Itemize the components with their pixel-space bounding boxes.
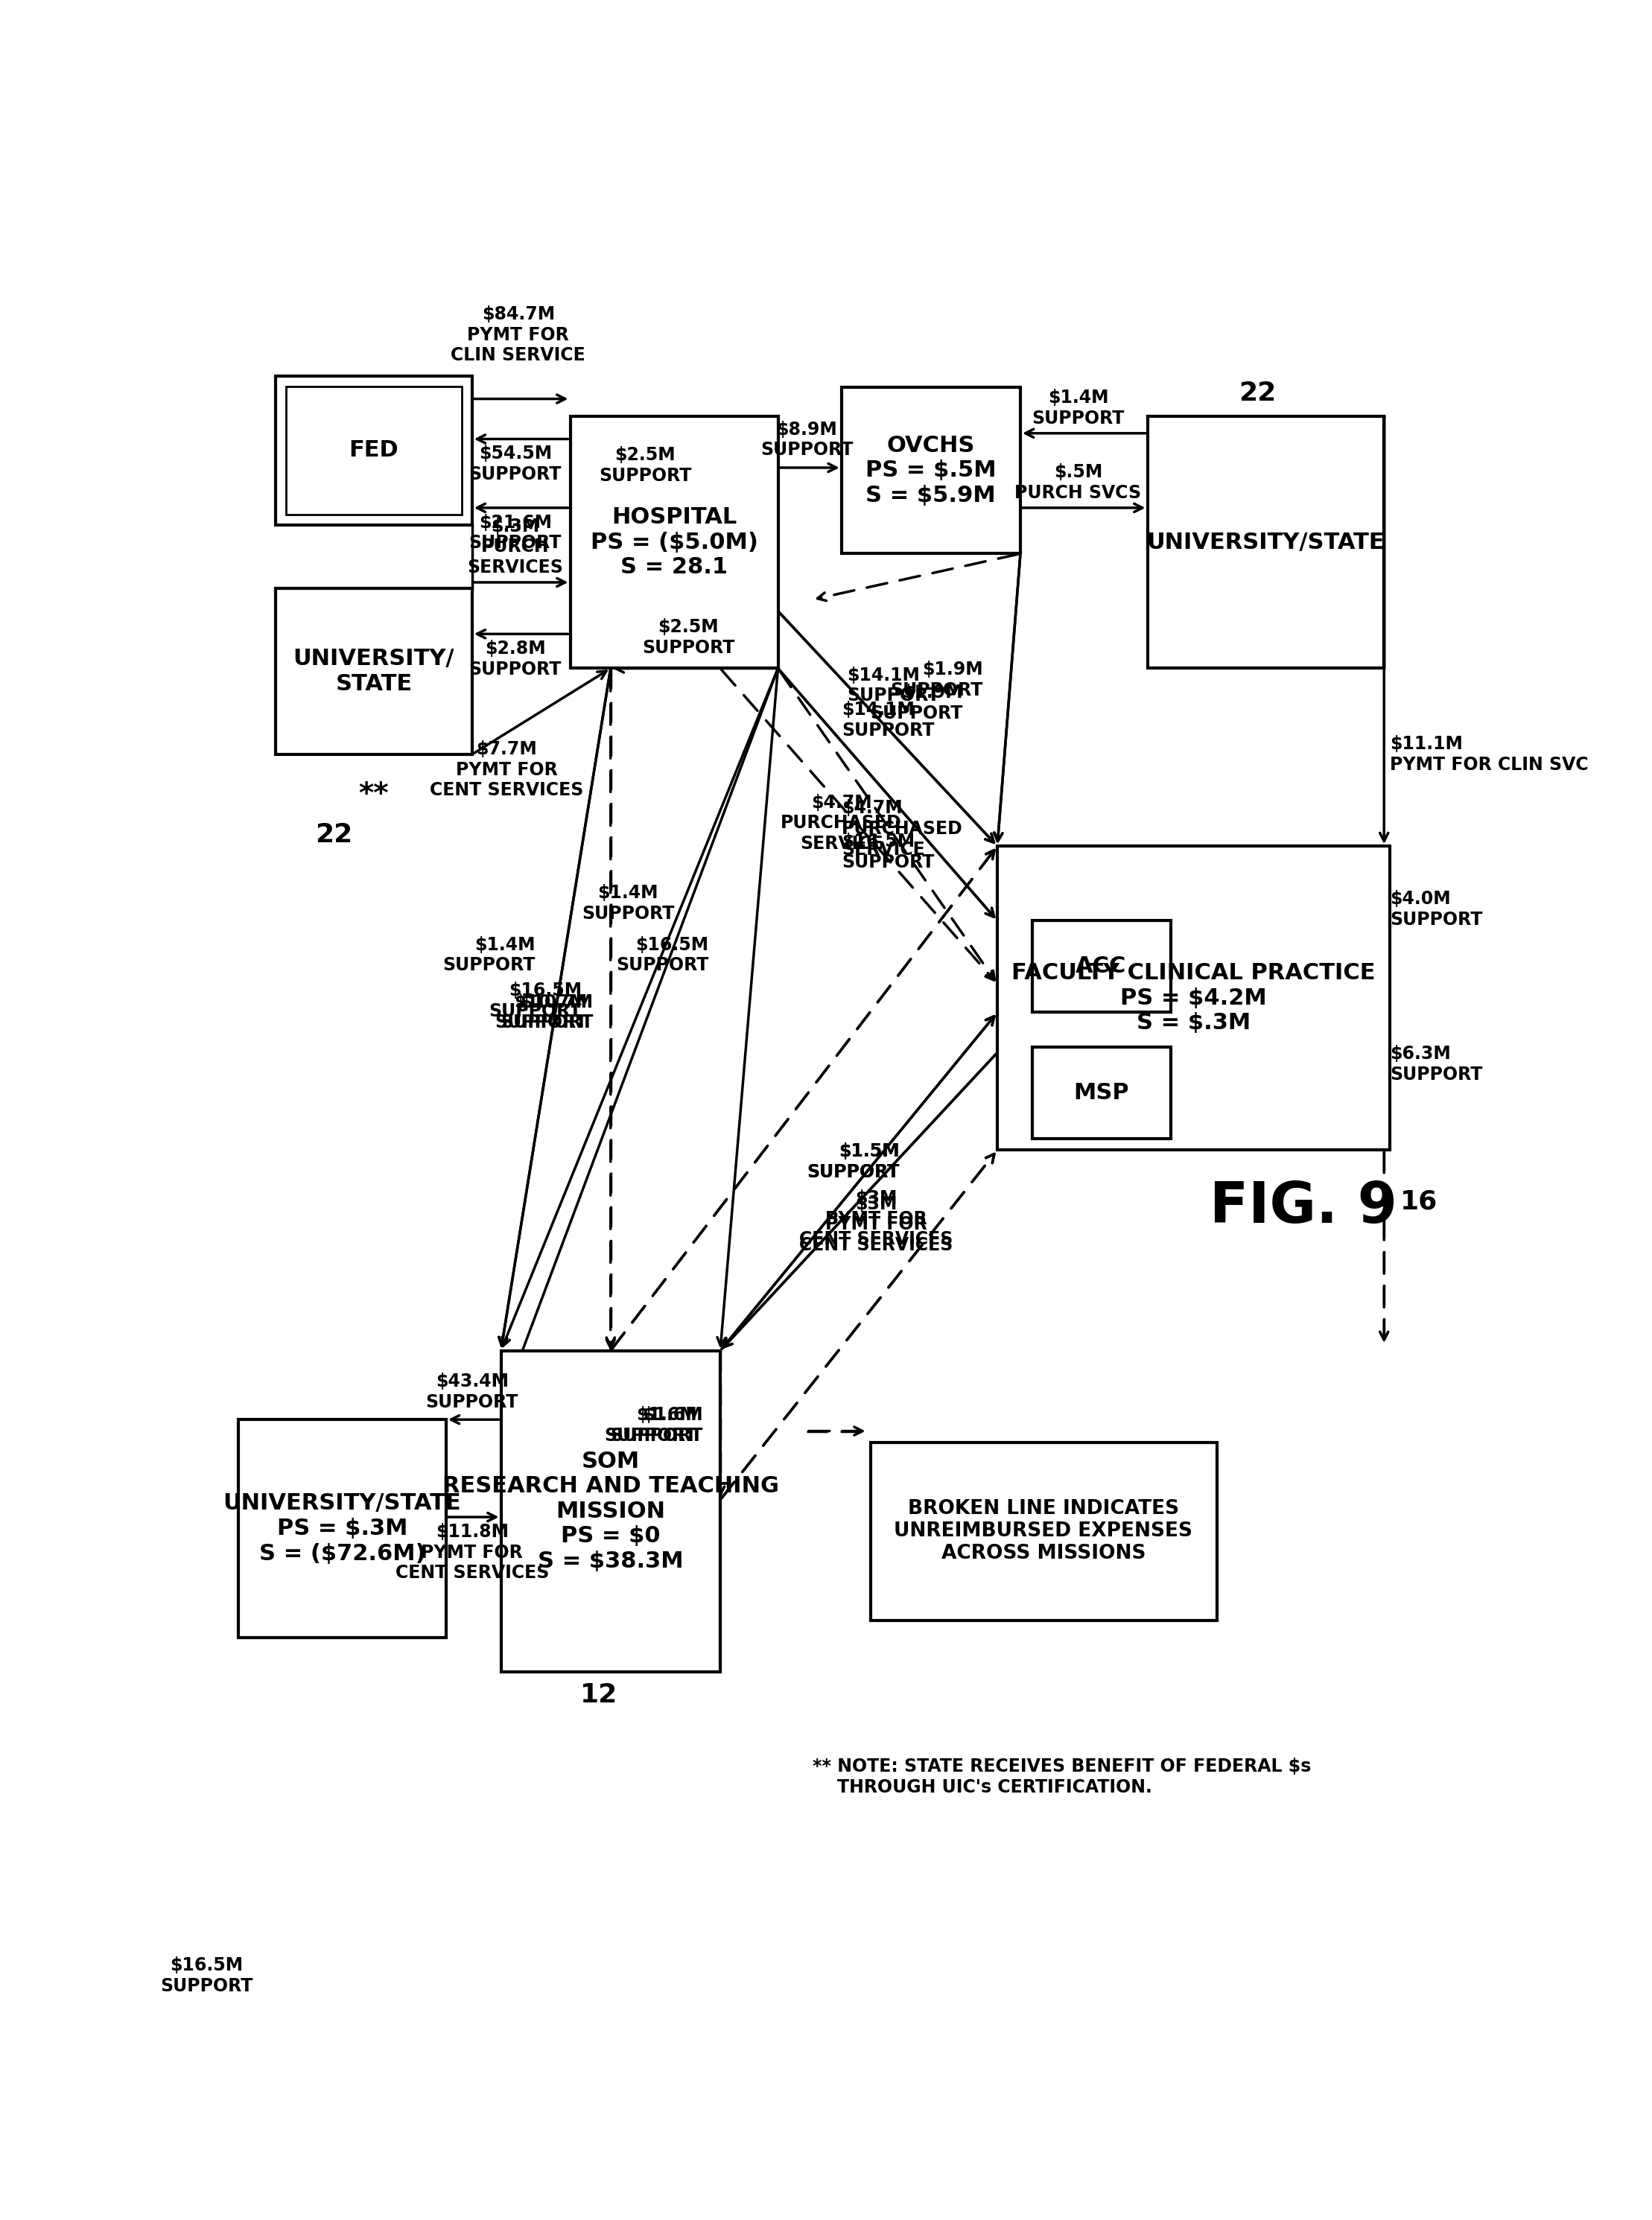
Bar: [501, 1350, 720, 1672]
Text: $14.1M
SUPPORT: $14.1M SUPPORT: [841, 702, 933, 739]
Text: $1.5M
SUPPORT: $1.5M SUPPORT: [806, 1143, 899, 1181]
Text: $16.5M
SUPPORT: $16.5M SUPPORT: [616, 937, 709, 975]
Text: $1.4M
SUPPORT: $1.4M SUPPORT: [443, 937, 535, 975]
Text: UNIVERSITY/
STATE: UNIVERSITY/ STATE: [294, 648, 454, 695]
Text: $43.4M
SUPPORT: $43.4M SUPPORT: [426, 1372, 519, 1412]
Text: $2.5M
SUPPORT: $2.5M SUPPORT: [643, 619, 735, 657]
Text: OVCHS
PS = $.5M
S = $5.9M: OVCHS PS = $.5M S = $5.9M: [866, 435, 996, 506]
Text: $16.5M
SUPPORT: $16.5M SUPPORT: [160, 1956, 253, 1996]
Text: $1.4M
SUPPORT: $1.4M SUPPORT: [582, 884, 674, 924]
Text: $16.5M
SUPPORT: $16.5M SUPPORT: [841, 832, 933, 870]
Text: $6.3M
SUPPORT: $6.3M SUPPORT: [1389, 1046, 1482, 1083]
Text: $84.7M
PYMT FOR
CLIN SERVICE: $84.7M PYMT FOR CLIN SERVICE: [451, 304, 585, 364]
Text: $4.7M
PURCHASED
SERVICE: $4.7M PURCHASED SERVICE: [841, 799, 963, 859]
Text: $11.1M
PYMT FOR CLIN SVC: $11.1M PYMT FOR CLIN SVC: [1389, 735, 1589, 775]
Bar: [238, 1419, 446, 1638]
Text: $21.6M
SUPPORT: $21.6M SUPPORT: [469, 513, 562, 553]
Text: $1.4M
SUPPORT: $1.4M SUPPORT: [1032, 388, 1125, 428]
Bar: [570, 415, 778, 668]
Text: 16: 16: [1399, 1190, 1437, 1214]
Bar: [841, 388, 1021, 553]
Text: $1.6M
SUPPORT: $1.6M SUPPORT: [610, 1405, 702, 1445]
Text: $8.9M
SUPPORT: $8.9M SUPPORT: [760, 420, 852, 460]
Text: $1.6M
SUPPORT: $1.6M SUPPORT: [605, 1405, 697, 1445]
Text: $1.9M
SUPPORT: $1.9M SUPPORT: [871, 684, 963, 722]
Text: $3M
PYMT FOR
CENT SERVICES: $3M PYMT FOR CENT SERVICES: [800, 1194, 953, 1254]
Bar: [1032, 921, 1171, 1012]
Text: $11.8M
PYMT FOR
CENT SERVICES: $11.8M PYMT FOR CENT SERVICES: [395, 1523, 548, 1583]
Text: FACULTY CLINICAL PRACTICE
PS = $4.2M
S = $.3M: FACULTY CLINICAL PRACTICE PS = $4.2M S =…: [1011, 961, 1376, 1035]
Text: UNIVERSITY/STATE: UNIVERSITY/STATE: [1146, 531, 1384, 553]
Bar: [1032, 1048, 1171, 1139]
Text: $4.0M
SUPPORT: $4.0M SUPPORT: [1389, 890, 1482, 928]
Bar: [1148, 415, 1384, 668]
Text: $4.7M
PURCHASED
SERVICE: $4.7M PURCHASED SERVICE: [781, 793, 902, 852]
Text: FIG. 9: FIG. 9: [1209, 1179, 1398, 1234]
Text: $16.5M
SUPPORT: $16.5M SUPPORT: [489, 981, 582, 1021]
Text: 12: 12: [580, 1683, 618, 1707]
Text: $3M
PYMT FOR
CENT SERVICES: $3M PYMT FOR CENT SERVICES: [800, 1190, 953, 1248]
Text: UNIVERSITY/STATE
PS = $.3M
S = ($72.6M): UNIVERSITY/STATE PS = $.3M S = ($72.6M): [223, 1492, 461, 1565]
Bar: [286, 386, 461, 515]
Text: $2.8M
SUPPORT: $2.8M SUPPORT: [469, 639, 562, 679]
Text: HOSPITAL
PS = ($5.0M)
S = 28.1: HOSPITAL PS = ($5.0M) S = 28.1: [590, 506, 758, 577]
Text: FED: FED: [349, 440, 398, 462]
Text: 22: 22: [316, 821, 352, 848]
Text: BROKEN LINE INDICATES
UNREIMBURSED EXPENSES
ACROSS MISSIONS: BROKEN LINE INDICATES UNREIMBURSED EXPEN…: [894, 1499, 1193, 1563]
Text: $1.5M
SUPPORT: $1.5M SUPPORT: [806, 1143, 899, 1181]
Text: **: **: [358, 781, 388, 808]
Text: MSP: MSP: [1074, 1081, 1128, 1103]
Text: ACC: ACC: [1075, 957, 1127, 977]
Text: 22: 22: [1239, 380, 1275, 406]
Text: $1.9M
SUPPORT: $1.9M SUPPORT: [890, 662, 983, 699]
Text: SOM
RESEARCH AND TEACHING
MISSION
PS = $0
S = $38.3M: SOM RESEARCH AND TEACHING MISSION PS = $…: [443, 1450, 778, 1572]
Text: $10.7M
SUPPORT: $10.7M SUPPORT: [496, 992, 588, 1032]
Text: $14.1M
SUPPORT: $14.1M SUPPORT: [847, 666, 940, 706]
Text: $2.5M
SUPPORT: $2.5M SUPPORT: [600, 446, 692, 484]
Bar: [276, 375, 472, 524]
Bar: [871, 1443, 1216, 1621]
Text: $7.7M
PYMT FOR
CENT SERVICES: $7.7M PYMT FOR CENT SERVICES: [430, 739, 583, 799]
Text: $.5M
PURCH SVCS: $.5M PURCH SVCS: [1014, 464, 1142, 502]
Text: $10.7M
SUPPORT: $10.7M SUPPORT: [501, 992, 593, 1032]
Text: ** NOTE: STATE RECEIVES BENEFIT OF FEDERAL $s
    THROUGH UIC's CERTIFICATION.: ** NOTE: STATE RECEIVES BENEFIT OF FEDER…: [813, 1758, 1312, 1796]
Bar: [276, 588, 472, 755]
Text: $.3M
PURCH
SERVICES: $.3M PURCH SERVICES: [468, 517, 563, 577]
Text: $54.5M
SUPPORT: $54.5M SUPPORT: [469, 444, 562, 484]
Bar: [998, 846, 1389, 1150]
